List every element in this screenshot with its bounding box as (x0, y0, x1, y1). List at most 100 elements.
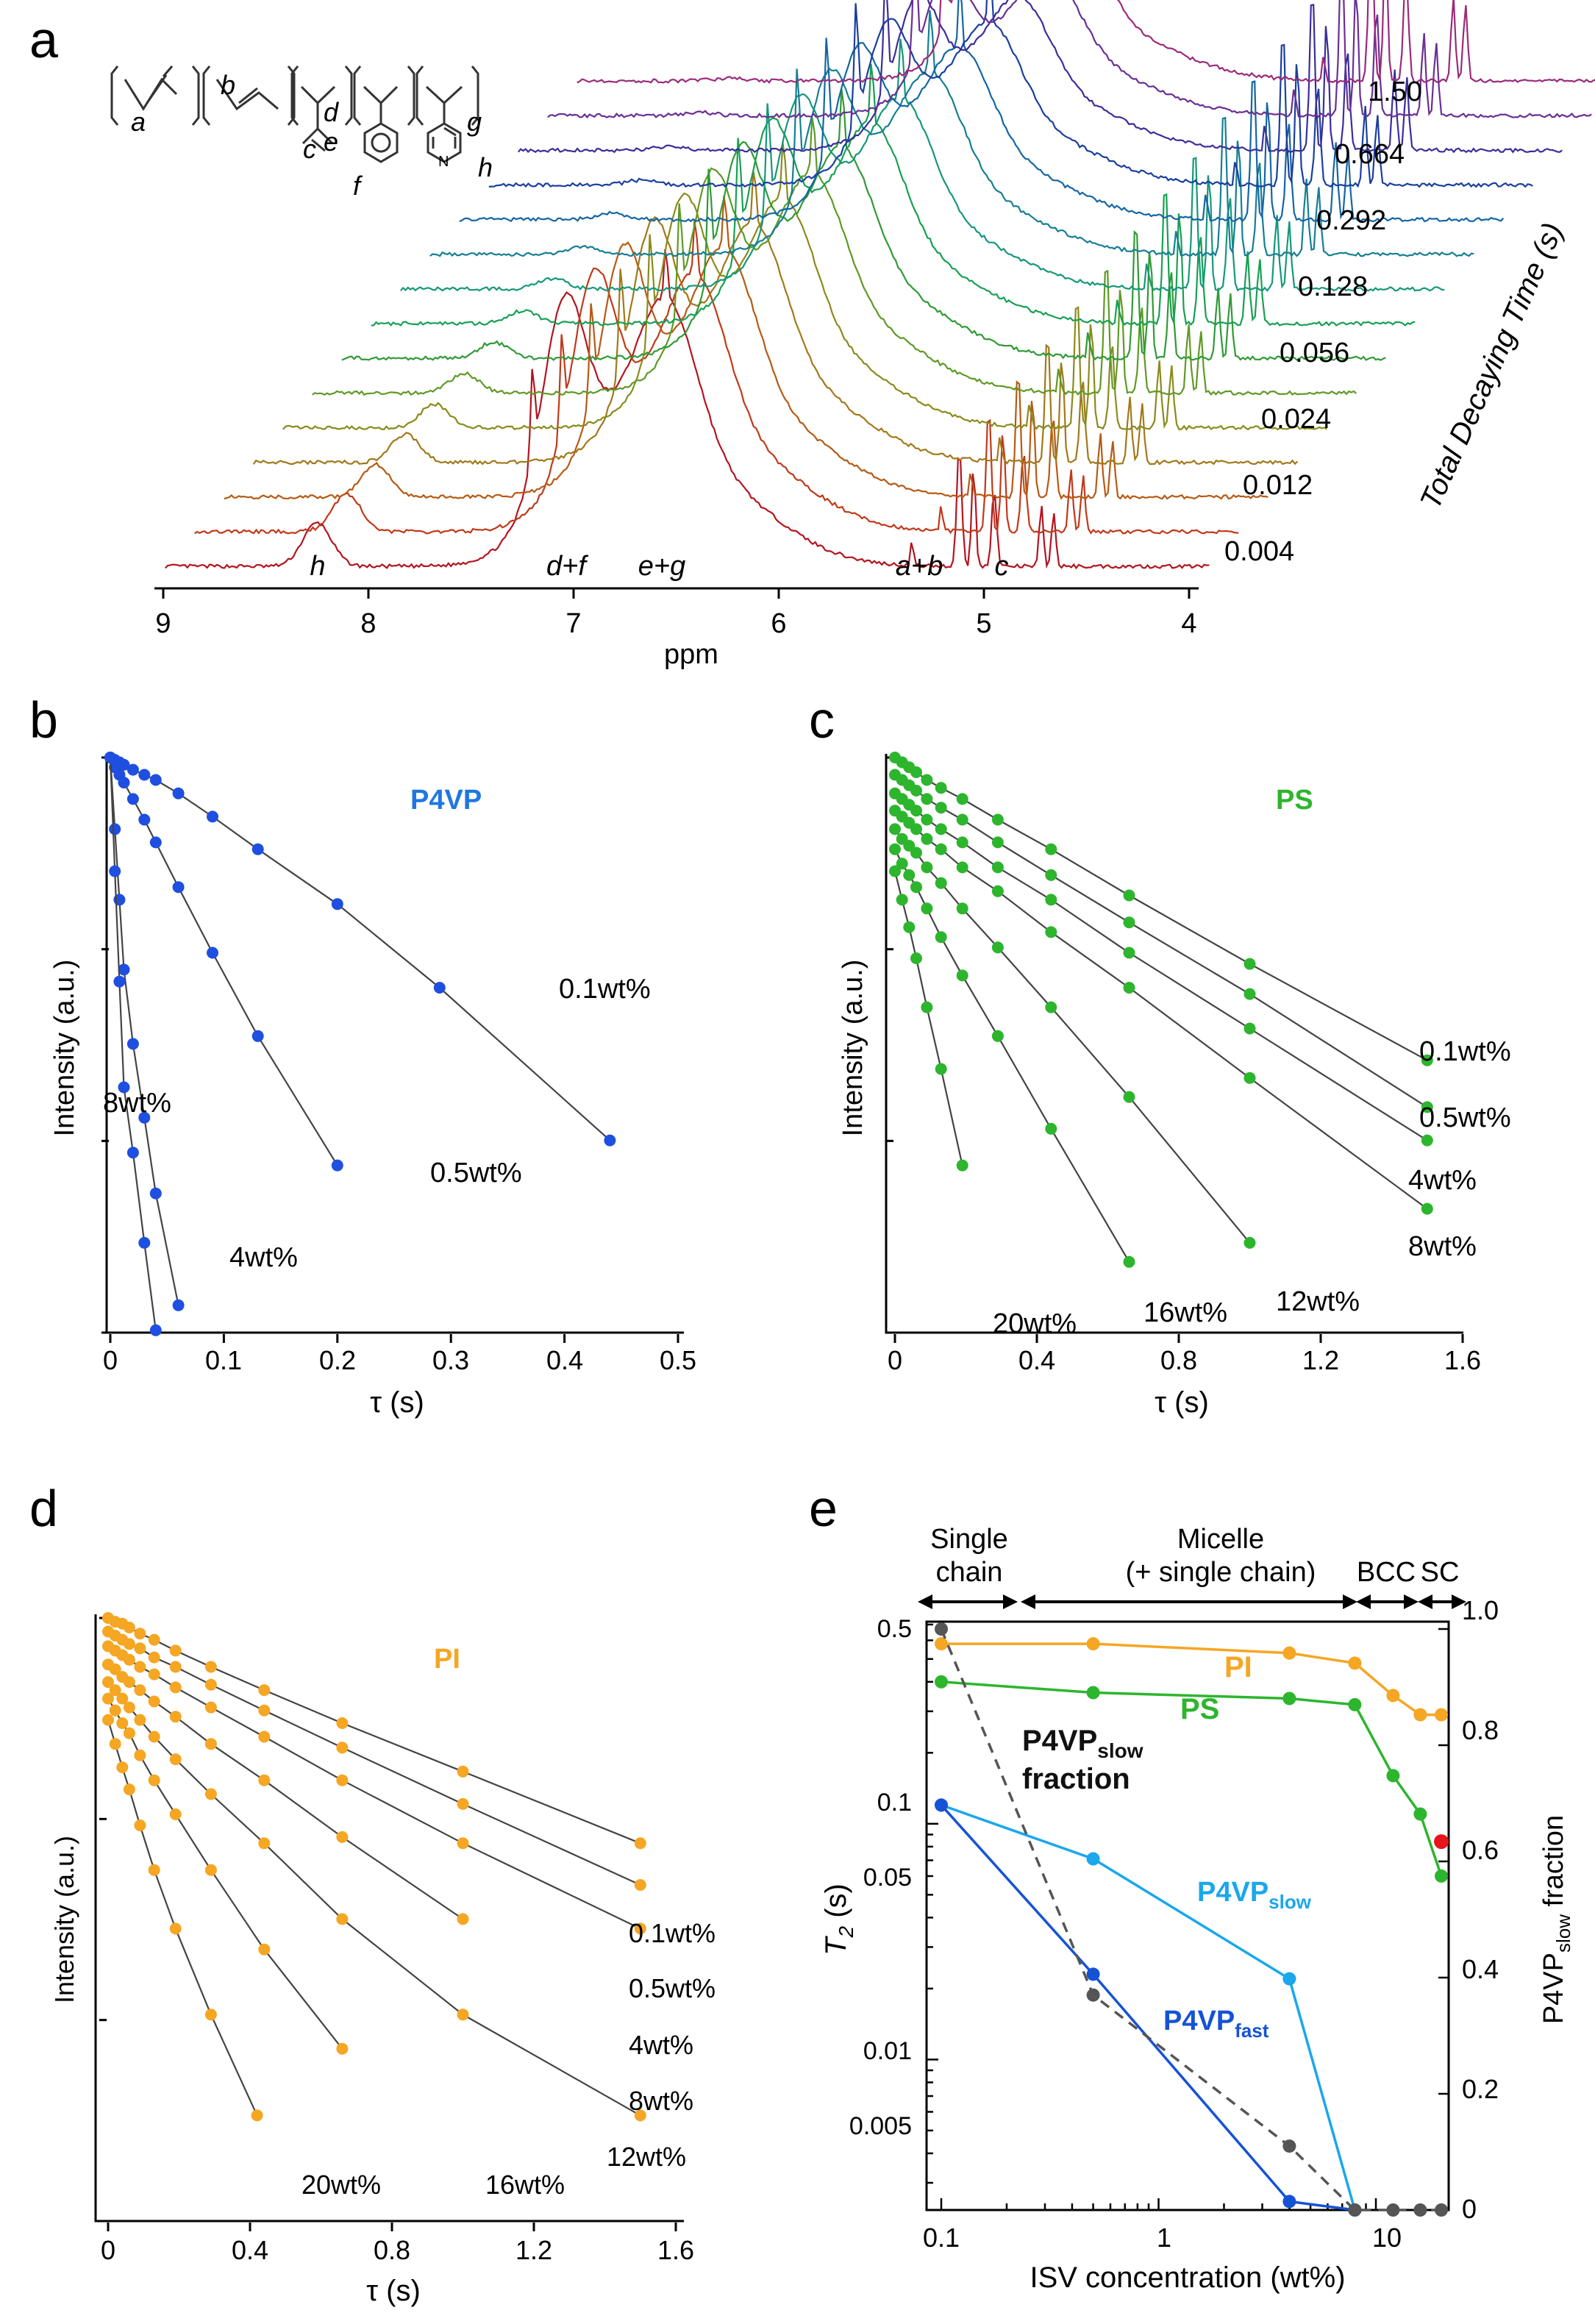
point-4wt%-9 (1123, 947, 1135, 959)
panel-c-x-label: τ (s) (1155, 1386, 1209, 1419)
spectrum-0.016s (252, 171, 1299, 466)
panel-e: e 0.1 1 10 ISV concentration (wt%) 0.005… (809, 1480, 1574, 2294)
panel-b-plot (104, 752, 616, 1336)
struct-label-g: g (467, 107, 482, 137)
panel-e-frame (925, 1620, 1450, 2211)
e-point-PS-3 (1348, 1697, 1362, 1711)
point-16wt%-0 (102, 1692, 114, 1705)
structure-labels: a b c d e f g h N (131, 70, 493, 201)
point-16wt%-1 (109, 1704, 121, 1717)
panel-a-letter: a (29, 11, 58, 68)
point-0.1wt%-4 (134, 1628, 146, 1640)
point-16wt%-0 (889, 843, 901, 855)
panel-b: b 0 0.1 0.2 0.3 0.4 0.5 τ (s) Intensity … (29, 691, 696, 1419)
point-8wt%-5 (138, 1236, 151, 1249)
point-12wt%-7 (991, 941, 1004, 954)
panel-e-x-ticks (940, 2198, 1443, 2210)
e-point-P4VPslow-fraction-3 (1348, 2203, 1362, 2217)
peak-label-df: d+f (546, 551, 588, 582)
point-16wt%-3 (910, 881, 922, 894)
pi-34-double (238, 87, 258, 104)
d-tick-2: 0.8 (374, 2235, 410, 2265)
fit-line-0.1wt% (110, 757, 611, 1141)
panel-d-letter: d (29, 1480, 58, 1537)
struct-label-c: c (303, 134, 316, 164)
point-0.1wt%-10 (331, 898, 343, 910)
e-point-PI-4 (1386, 1689, 1400, 1703)
c-label-8wt: 8wt% (1408, 1231, 1477, 1262)
e-point-P4VPslow-fraction-6 (1435, 2203, 1448, 2217)
point-0.5wt%-8 (258, 1704, 271, 1717)
point-12wt%-5 (148, 1730, 160, 1743)
point-0.1wt%-3 (123, 1622, 135, 1633)
point-4wt%-6 (956, 836, 968, 849)
point-16wt%-8 (1045, 1122, 1057, 1135)
e-point-PI-3 (1348, 1656, 1362, 1670)
point-4wt%-11 (1421, 1134, 1433, 1147)
a-tick-5: 5 (976, 608, 991, 639)
struct-label-d: d (324, 97, 339, 127)
point-0.5wt%-6 (149, 836, 162, 849)
e-point-PS-4 (1386, 1769, 1400, 1783)
panel-d-x-label: τ (s) (366, 2275, 421, 2307)
point-0.5wt%-8 (1045, 869, 1057, 881)
peak-labels: h d+f e+g a+b c (310, 551, 1008, 582)
benzene-ring (363, 122, 399, 163)
point-12wt%-10 (1243, 1236, 1256, 1249)
e-point-P4VPslow-fraction-5 (1413, 2203, 1427, 2217)
d-label-0.1wt: 0.1wt% (629, 1918, 716, 1948)
c-label-0.1wt: 0.1wt% (1419, 1036, 1511, 1067)
bracket-2-right (287, 65, 296, 126)
fit-line-4wt% (109, 757, 179, 1306)
bracket-1-left (110, 65, 119, 126)
fit-line-16wt% (894, 849, 1130, 1263)
point-20wt%-0 (102, 1714, 114, 1726)
time-label-0: 0.004 (1224, 536, 1294, 567)
point-8wt%-9 (336, 1831, 349, 1843)
fit-line-20wt% (893, 871, 963, 1166)
c-tick-4: 1.6 (1444, 1345, 1481, 1375)
point-8wt%-7 (991, 885, 1004, 897)
point-16wt%-4 (921, 902, 933, 915)
struct-label-n: N (438, 154, 449, 170)
point-4wt%-8 (258, 1730, 271, 1743)
fit-line-0.1wt% (894, 757, 1428, 1061)
e-point-PS-2 (1282, 1692, 1296, 1705)
point-12wt%-3 (910, 846, 922, 859)
panel-d-y-label: Intensity (a.u.) (49, 1836, 79, 2003)
point-8wt%-0 (104, 752, 116, 763)
point-20wt%-6 (956, 1159, 968, 1172)
spectrum-0.036s (312, 117, 1357, 396)
time-label-5: 0.292 (1316, 205, 1386, 236)
arrow-sc-right-head (1452, 1594, 1466, 1609)
point-4wt%-4 (921, 813, 933, 826)
point-0.5wt%-7 (991, 836, 1004, 849)
point-8wt%-7 (204, 1738, 217, 1750)
panel-b-series-labels: 0.1wt% 0.5wt% 4wt% 8wt% (103, 974, 651, 1273)
e-point-P4VPfast-0 (935, 1798, 948, 1812)
d-label-8wt: 8wt% (629, 2086, 693, 2116)
point-8wt%-4 (134, 1684, 146, 1697)
a-tick-9: 9 (155, 608, 171, 639)
point-8wt%-3 (910, 823, 922, 835)
point-16wt%-5 (148, 1774, 160, 1786)
point-16wt%-6 (956, 969, 968, 982)
point-16wt%-4 (134, 1749, 146, 1761)
point-0.5wt%-9 (336, 1742, 349, 1754)
spectrum-0.006s (194, 220, 1239, 535)
d-tick-0: 0 (101, 2235, 115, 2265)
c-label-12wt: 12wt% (1276, 1286, 1360, 1317)
peak-label-c: c (995, 551, 1009, 582)
point-0.1wt%-9 (336, 1717, 349, 1729)
point-8wt%-6 (169, 1711, 182, 1723)
e-point-PS-0 (935, 1675, 948, 1689)
point-0.1wt%-3 (118, 758, 130, 771)
panel-e-letter: e (809, 1480, 838, 1537)
point-4wt%-7 (991, 861, 1004, 874)
panel-b-x-ticks (109, 1334, 679, 1343)
point-8wt%-1 (109, 865, 121, 877)
point-0.5wt%-4 (921, 793, 933, 805)
panel-e-y2-label: P4VPslow fraction (1538, 1815, 1574, 2024)
e-y2tick-0: 0 (1462, 2194, 1477, 2224)
e-point-P4VPfast-1 (1086, 1967, 1100, 1981)
